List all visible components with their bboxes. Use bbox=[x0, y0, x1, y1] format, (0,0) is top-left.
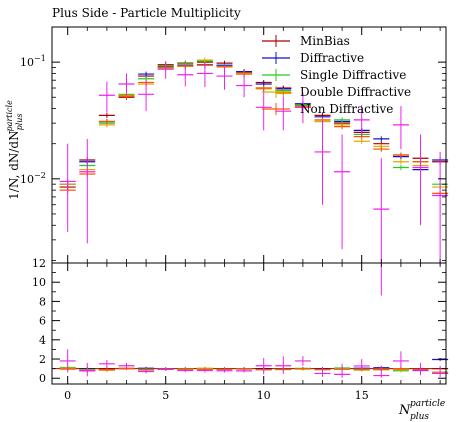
data-point bbox=[138, 79, 155, 112]
ratio-point bbox=[118, 362, 135, 369]
data-point bbox=[294, 92, 311, 124]
ratio-point bbox=[392, 351, 409, 368]
ratio-plot bbox=[52, 349, 449, 378]
y-axis-label-main: 1/N, dN/dN bbox=[7, 130, 21, 199]
data-point bbox=[236, 74, 253, 98]
ratio-tick-label: 0 bbox=[39, 372, 46, 385]
y-axis-label-sub: plus bbox=[15, 113, 24, 130]
x-tick-label: 15 bbox=[355, 389, 369, 402]
x-axis-label: N particle plus bbox=[398, 399, 445, 422]
ratio-tick-label: 6 bbox=[39, 315, 46, 328]
ratio-tick-label: 10 bbox=[32, 276, 46, 289]
legend-entry: Non Diffractive bbox=[300, 102, 393, 116]
data-point bbox=[373, 146, 390, 152]
data-point bbox=[216, 64, 233, 90]
y-tick-label: 10−2 bbox=[20, 171, 46, 186]
ratio-point bbox=[392, 367, 409, 371]
data-point bbox=[353, 138, 370, 144]
data-point bbox=[334, 117, 351, 123]
x-tick-label: 5 bbox=[162, 389, 169, 402]
ratio-point bbox=[255, 358, 272, 375]
x-axis-label-sup: particle bbox=[410, 399, 445, 409]
ratio-point bbox=[294, 367, 311, 371]
x-axis-label-main: N bbox=[398, 403, 411, 418]
data-point bbox=[373, 158, 390, 296]
data-point bbox=[98, 112, 115, 118]
data-point bbox=[79, 138, 96, 244]
ratio-point bbox=[98, 359, 115, 369]
ratio-point bbox=[157, 367, 174, 371]
data-point bbox=[392, 152, 409, 158]
ratio-tick-label: 4 bbox=[39, 334, 46, 347]
x-axis-label-sub: plus bbox=[410, 412, 429, 422]
svg-text:1/N, dN/dNplusparticle: 1/N, dN/dNplusparticle bbox=[5, 100, 24, 200]
ratio-point bbox=[314, 368, 331, 377]
data-point bbox=[196, 63, 213, 88]
y-axis-label: 1/N, dN/dNplusparticle bbox=[5, 100, 24, 200]
data-point bbox=[177, 64, 194, 87]
ratio-tick-label: 2 bbox=[39, 353, 46, 366]
chart-title: Plus Side - Particle Multiplicity bbox=[52, 6, 241, 20]
ratio-point bbox=[98, 368, 115, 372]
ratio-point bbox=[138, 369, 155, 374]
legend-entry: MinBias bbox=[300, 34, 350, 48]
data-point bbox=[98, 81, 115, 113]
data-point bbox=[118, 73, 135, 96]
data-point bbox=[392, 106, 409, 150]
data-point bbox=[334, 134, 351, 250]
ratio-point bbox=[79, 362, 96, 377]
data-point bbox=[373, 136, 390, 142]
ratio-point bbox=[353, 359, 370, 370]
data-point bbox=[432, 151, 449, 266]
ratio-point bbox=[196, 368, 213, 373]
ratio-point bbox=[294, 356, 311, 366]
x-axis-ticks: 0 5 10 15 bbox=[64, 27, 441, 402]
legend-entry: Double Diffractive bbox=[300, 85, 411, 99]
data-point bbox=[275, 96, 292, 131]
data-point bbox=[314, 119, 331, 205]
ratio-point bbox=[59, 349, 76, 373]
ratio-point bbox=[432, 365, 449, 378]
ratio-point bbox=[216, 368, 233, 373]
main-plot-frame bbox=[51, 26, 447, 264]
ratio-point bbox=[334, 363, 351, 378]
data-point bbox=[59, 143, 76, 233]
data-point bbox=[196, 57, 213, 63]
data-point bbox=[412, 134, 429, 226]
legend-entry: Diffractive bbox=[300, 51, 364, 65]
data-point bbox=[157, 61, 174, 79]
ratio-point bbox=[177, 368, 194, 373]
data-point bbox=[98, 119, 115, 125]
legend: MinBias Diffractive Single Diffractive Doub… bbox=[262, 34, 411, 116]
x-tick-label: 0 bbox=[64, 389, 71, 402]
ratio-point bbox=[412, 362, 429, 376]
data-point bbox=[138, 71, 155, 77]
data-point bbox=[353, 104, 370, 137]
data-point bbox=[392, 159, 409, 165]
data-point bbox=[392, 165, 409, 171]
x-tick-label: 10 bbox=[257, 389, 271, 402]
y-axis-label-sup: particle bbox=[5, 100, 14, 132]
main-plot bbox=[59, 57, 449, 296]
y-axis-ticks: 10−1 10−2 0 2 4 6 8 10 12 bbox=[20, 26, 446, 385]
legend-entry: Single Diffractive bbox=[300, 68, 406, 82]
y-tick-label: 10−1 bbox=[20, 54, 46, 69]
ratio-plot-frame bbox=[51, 262, 447, 385]
data-point bbox=[334, 124, 351, 130]
ratio-tick-label: 8 bbox=[39, 295, 46, 308]
ratio-point bbox=[236, 369, 253, 373]
ratio-tick-label: 12 bbox=[32, 257, 46, 270]
ratio-point bbox=[275, 356, 292, 374]
ratio-point bbox=[373, 365, 390, 378]
